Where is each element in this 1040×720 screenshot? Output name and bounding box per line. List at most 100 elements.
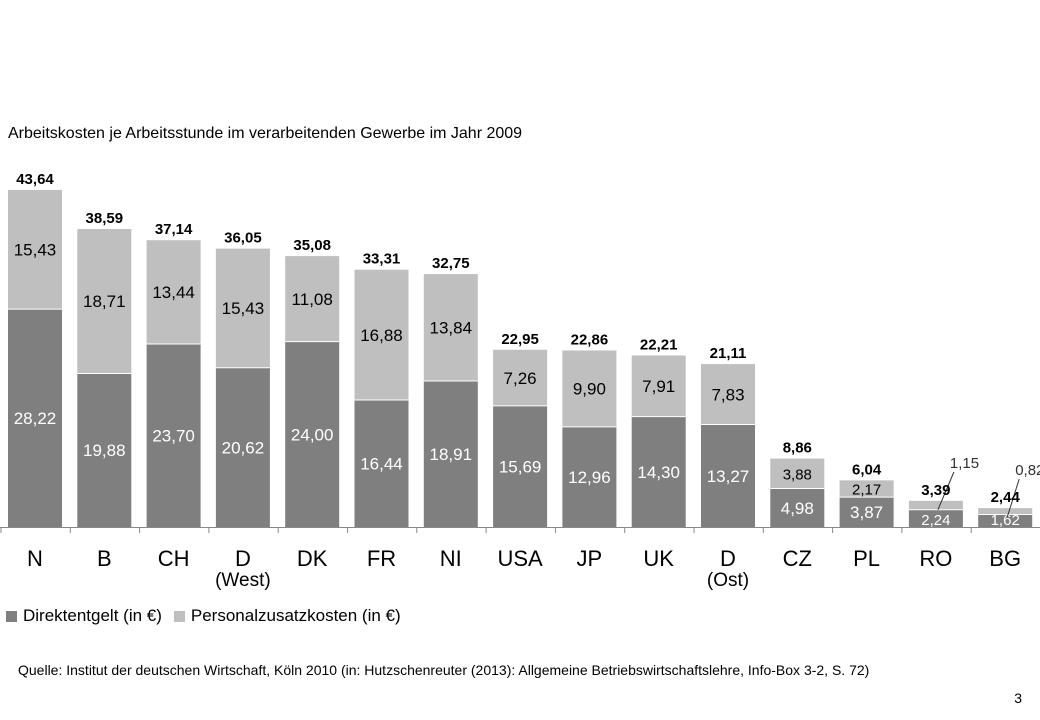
data-label-direktentgelt: 3,87 [850,503,883,522]
bar-segment-personalzusatzkosten [8,189,62,310]
x-tick-label: DK [297,546,328,571]
bar-segment-direktentgelt [631,416,686,527]
data-label-direktentgelt: 19,88 [83,441,126,460]
bar-segment-personalzusatzkosten [839,480,894,498]
bar-segment-personalzusatzkosten [215,248,270,368]
data-label-personalzusatzkosten: 1,15 [950,455,979,472]
bar-segment-direktentgelt [701,424,755,527]
data-label-personalzusatzkosten: 18,71 [83,292,126,311]
x-tick-sublabel: (West) [215,570,271,591]
data-label-direktentgelt: 2,24 [921,512,950,529]
bar-segment-direktentgelt [77,373,132,527]
data-label-direktentgelt: 13,27 [707,467,750,486]
bar-segment-direktentgelt [562,426,617,527]
data-label-total: 22,21 [640,336,678,353]
bar-segment-personalzusatzkosten [423,274,478,381]
bar-segment-direktentgelt [493,405,548,527]
bar-segment-personalzusatzkosten [978,508,1033,515]
data-label-direktentgelt: 24,00 [291,425,334,444]
bar-segment-personalzusatzkosten [562,350,617,427]
data-label-total: 8,86 [783,440,812,457]
data-label-personalzusatzkosten: 7,83 [711,385,744,404]
chart-legend: Direktentgelt (in €) Personalzusatzkoste… [6,606,413,626]
legend-swatch-personalzusatzkosten [173,610,185,622]
data-label-total: 35,08 [293,237,331,254]
bar-segment-direktentgelt [978,514,1033,527]
data-label-personalzusatzkosten: 2,17 [852,482,881,499]
bar-segment-personalzusatzkosten [285,256,340,342]
bar-segment-direktentgelt [215,367,270,527]
data-label-personalzusatzkosten: 11,08 [292,290,333,309]
data-label-personalzusatzkosten: 13,44 [152,283,195,302]
data-label-direktentgelt: 18,91 [430,445,473,464]
data-label-total: 36,05 [224,230,262,247]
data-label-total: 3,39 [921,482,950,499]
x-tick-label: PL [853,546,880,571]
bar-segment-personalzusatzkosten [908,500,963,510]
bar-segment-personalzusatzkosten [77,228,132,374]
data-label-personalzusatzkosten: 3,88 [783,467,812,484]
data-label-total: 37,14 [155,221,193,238]
data-label-direktentgelt: 20,62 [222,438,265,457]
bar-segment-personalzusatzkosten [354,269,409,401]
bar-segment-personalzusatzkosten [701,364,755,425]
bar-segment-direktentgelt [146,343,201,527]
data-label-total: 38,59 [86,210,124,227]
x-tick-label: B [97,546,112,571]
data-label-personalzusatzkosten: 13,84 [430,319,473,338]
data-label-direktentgelt: 15,69 [499,457,542,476]
chart-title: Arbeitskosten je Arbeitsstunde im verarb… [8,125,523,142]
data-label-total: 2,44 [991,489,1021,506]
bar-segment-direktentgelt [908,509,963,527]
bar-segment-direktentgelt [770,488,825,527]
x-tick-label: NI [440,546,462,571]
legend-item-direktentgelt: Direktentgelt (in €) [6,606,162,626]
x-tick-label: D [720,546,736,571]
x-tick-label: D [235,546,251,571]
page-number: 3 [1014,690,1022,706]
data-label-personalzusatzkosten: 9,90 [573,380,606,399]
data-label-total: 22,86 [571,331,609,348]
stacked-bar-chart: 28,22 15,43 43,64 N 19,88 18,71 38,59 B 23,70 13,… [0,171,1040,591]
data-label-personalzusatzkosten: 7,91 [642,377,675,396]
x-tick-sublabel: (Ost) [707,570,749,591]
source-note: Quelle: Institut der deutschen Wirtschaf… [18,662,870,678]
bar-segment-direktentgelt [423,380,478,527]
data-label-direktentgelt: 1,62 [991,512,1020,529]
data-label-total: 21,11 [710,345,747,362]
x-tick-label: BG [989,546,1021,571]
bar-segment-direktentgelt [8,309,62,527]
bar-segment-personalzusatzkosten [631,355,686,417]
x-tick-label: JP [577,546,603,571]
x-tick-label: USA [497,546,543,571]
data-label-direktentgelt: 4,98 [781,499,814,518]
x-tick-label: N [27,546,43,571]
legend-label-direktentgelt: Direktentgelt (in €) [23,606,162,625]
bar-segment-personalzusatzkosten [493,349,548,406]
leader-line [1006,478,1020,518]
data-label-total: 22,95 [501,331,539,348]
data-label-total: 6,04 [852,461,882,478]
x-tick-label: RO [919,546,952,571]
data-label-direktentgelt: 16,44 [360,455,403,474]
data-label-personalzusatzkosten: 15,43 [14,241,57,260]
x-tick-label: UK [643,546,674,571]
bar-segment-direktentgelt [285,341,340,527]
legend-item-personalzusatzkosten: Personalzusatzkosten (in €) [173,606,401,626]
bar-segment-direktentgelt [354,400,409,527]
data-label-direktentgelt: 12,96 [568,468,611,487]
x-tick-label: CZ [783,546,812,571]
data-label-personalzusatzkosten: 0,82 [1015,462,1040,479]
data-label-total: 43,64 [16,171,54,188]
data-label-total: 32,75 [432,255,470,272]
x-tick-label: CH [158,546,190,571]
data-label-total: 33,31 [363,251,401,268]
leader-line [937,471,955,511]
data-label-direktentgelt: 14,30 [637,463,680,482]
data-label-direktentgelt: 28,22 [14,409,57,428]
x-tick-label: FR [367,546,396,571]
data-label-personalzusatzkosten: 7,26 [504,369,537,388]
bar-segment-personalzusatzkosten [146,240,201,344]
legend-label-personalzusatzkosten: Personalzusatzkosten (in €) [190,606,401,625]
legend-swatch-direktentgelt [6,610,17,622]
